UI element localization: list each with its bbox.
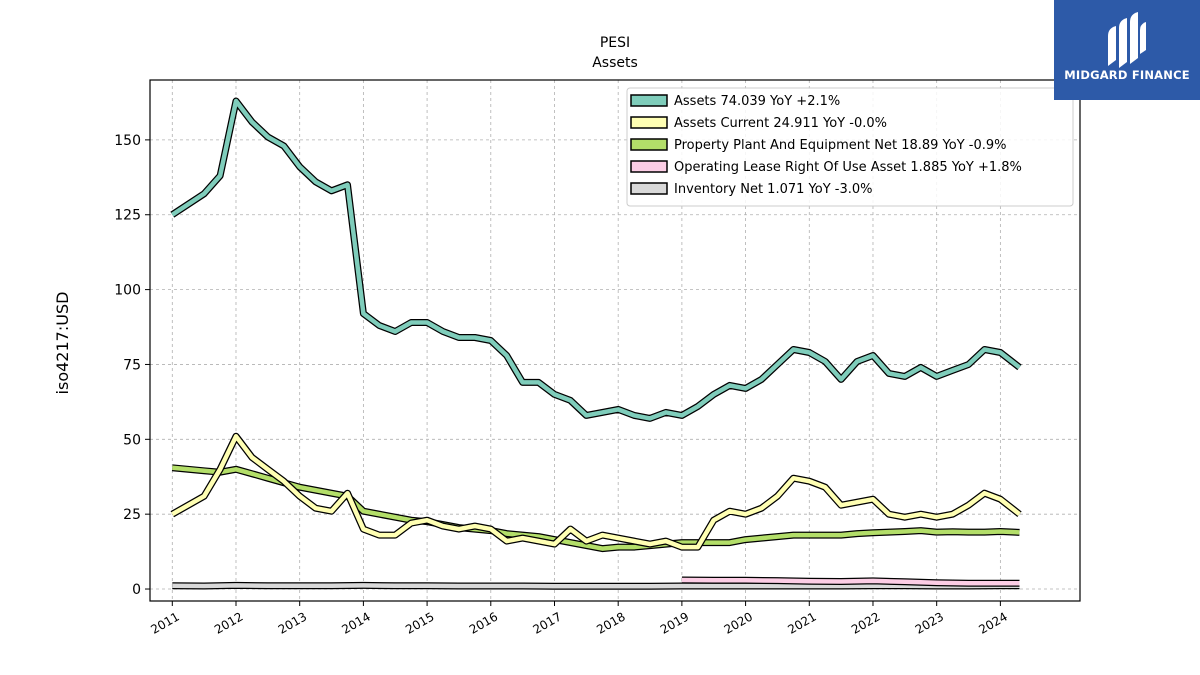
y-tick-label: 75 — [123, 357, 141, 373]
x-tick-label: 2022 — [849, 609, 882, 636]
chart-title: PESI — [600, 35, 630, 51]
x-tick-label: 2020 — [722, 609, 755, 636]
x-tick-label: 2014 — [339, 609, 372, 636]
y-tick-label: 0 — [132, 582, 141, 598]
y-tick-label: 150 — [114, 133, 141, 149]
legend-entry: Property Plant And Equipment Net 18.89 Y… — [674, 138, 1007, 153]
y-tick-label: 125 — [114, 208, 141, 224]
series-line — [172, 583, 1020, 589]
legend-swatch — [630, 116, 668, 129]
x-tick-label: 2012 — [212, 609, 245, 636]
series-line — [171, 434, 1021, 550]
legend: Assets 74.039 YoY +2.1% Assets Current 24… — [626, 87, 1074, 207]
x-tick-label: 2015 — [403, 609, 436, 636]
chart-subtitle: Assets — [592, 55, 638, 71]
x-tick-label: 2011 — [148, 609, 181, 636]
x-tick-label: 2024 — [976, 609, 1009, 636]
plot-frame — [149, 79, 1081, 602]
series-line — [681, 577, 1020, 586]
x-tick-label: 2018 — [594, 609, 627, 636]
legend-swatch — [630, 94, 668, 107]
midgard-logo-icon — [1108, 12, 1146, 68]
series-line — [171, 98, 1021, 421]
series-line — [172, 465, 1020, 551]
x-tick-label: 2013 — [276, 609, 309, 636]
legend-swatch — [630, 160, 668, 173]
x-tick-label: 2016 — [467, 609, 500, 636]
x-tick-label: 2017 — [531, 609, 564, 636]
y-tick-label: 25 — [123, 507, 141, 523]
y-axis-label: iso4217:USD — [53, 292, 72, 395]
legend-swatch — [630, 182, 668, 195]
x-tick-label: 2021 — [785, 609, 818, 636]
legend-entry: Operating Lease Right Of Use Asset 1.885… — [674, 160, 1022, 175]
y-tick-label: 50 — [123, 432, 141, 448]
brand-name: MIDGARD FINANCE — [1064, 68, 1190, 82]
legend-entry: Assets 74.039 YoY +2.1% — [674, 94, 840, 109]
legend-box — [626, 87, 1074, 207]
brand-logo: MIDGARD FINANCE — [1054, 0, 1200, 100]
y-tick-label: 100 — [114, 283, 141, 299]
legend-swatch — [630, 138, 668, 151]
x-tick-label: 2023 — [913, 609, 946, 636]
legend-entry: Inventory Net 1.071 YoY -3.0% — [674, 182, 873, 197]
series-lines — [170, 97, 1022, 590]
legend-entry: Assets Current 24.911 YoY -0.0% — [674, 116, 887, 131]
x-tick-label: 2019 — [658, 609, 691, 636]
